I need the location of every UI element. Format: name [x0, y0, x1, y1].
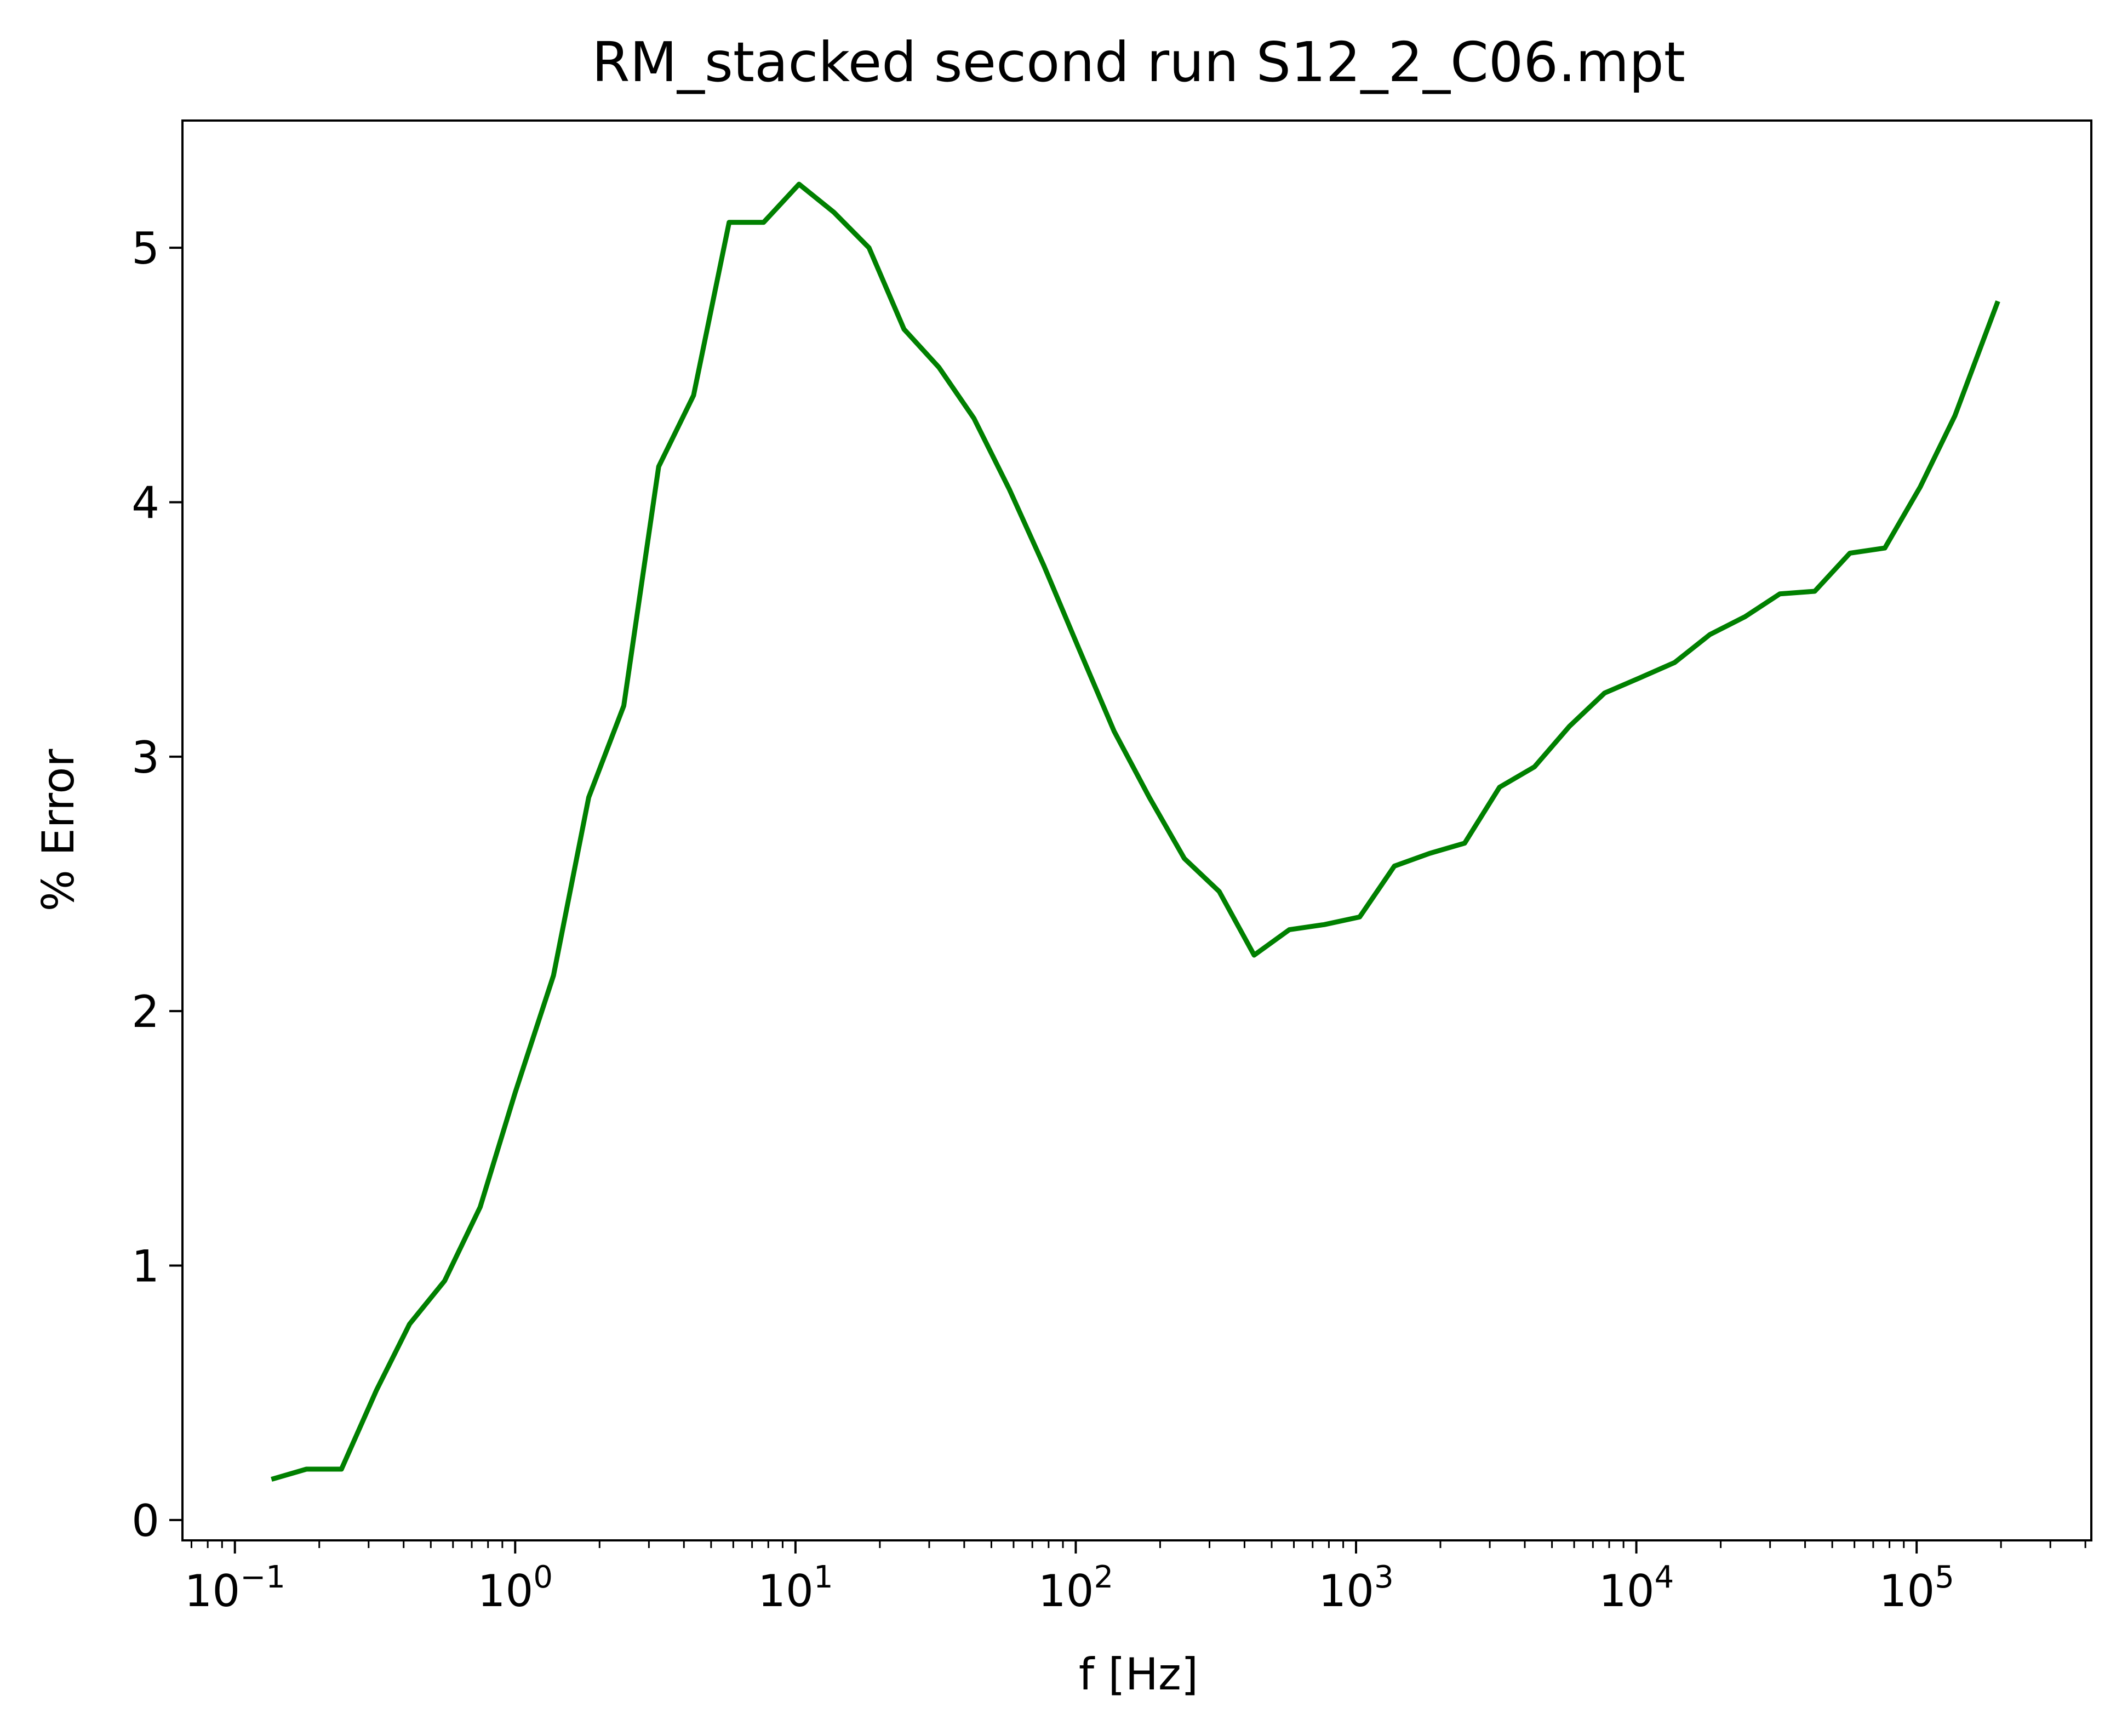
series-line	[271, 181, 2000, 1482]
x-axis-label: f [Hz]	[1079, 1649, 1198, 1700]
x-tick-label: 100	[478, 1560, 553, 1617]
x-tick-base: 10	[758, 1566, 814, 1617]
y-tick-label: 0	[131, 1495, 159, 1546]
y-tick-label: 4	[131, 478, 159, 529]
x-tick-base: 10	[185, 1566, 241, 1617]
plot-axes	[181, 119, 2092, 1541]
x-tick-label: 101	[758, 1560, 833, 1617]
x-axis-minor-ticks	[190, 1540, 2086, 1548]
y-tick-label: 5	[131, 223, 159, 274]
x-tick-label: 103	[1318, 1560, 1393, 1617]
y-tick-label: 2	[131, 986, 159, 1037]
x-tick-label: 102	[1038, 1560, 1113, 1617]
plot-frame	[181, 119, 2092, 1541]
x-tick-label: 104	[1599, 1560, 1674, 1617]
chart-title: RM_stacked second run S12_2_C06.mpt	[592, 30, 1685, 94]
x-axis-ticks: 10−1 100 101 102 103 104 105	[185, 1540, 1954, 1617]
x-tick-exponent: 1	[814, 1560, 833, 1595]
x-tick-exponent: 4	[1655, 1560, 1674, 1595]
y-tick-label: 1	[131, 1241, 159, 1292]
x-tick-base: 10	[478, 1566, 534, 1617]
x-tick-exponent: 3	[1374, 1560, 1394, 1595]
x-tick-base: 10	[1879, 1566, 1935, 1617]
x-tick-exponent: 0	[533, 1560, 553, 1595]
y-axis-ticks: 0 1 2 3 4 5	[131, 223, 182, 1546]
y-axis-label: % Error	[33, 749, 84, 912]
x-tick-base: 10	[1038, 1566, 1094, 1617]
x-tick-exponent: 5	[1935, 1560, 1954, 1595]
x-tick-base: 10	[1599, 1566, 1655, 1617]
x-tick-label: 105	[1879, 1560, 1954, 1617]
x-tick-label: 10−1	[185, 1560, 285, 1617]
y-tick-label: 3	[131, 732, 159, 783]
x-tick-exponent: 2	[1094, 1560, 1114, 1595]
x-tick-base: 10	[1318, 1566, 1374, 1617]
x-tick-exponent: −1	[240, 1560, 285, 1595]
series-layer	[271, 181, 2000, 1482]
